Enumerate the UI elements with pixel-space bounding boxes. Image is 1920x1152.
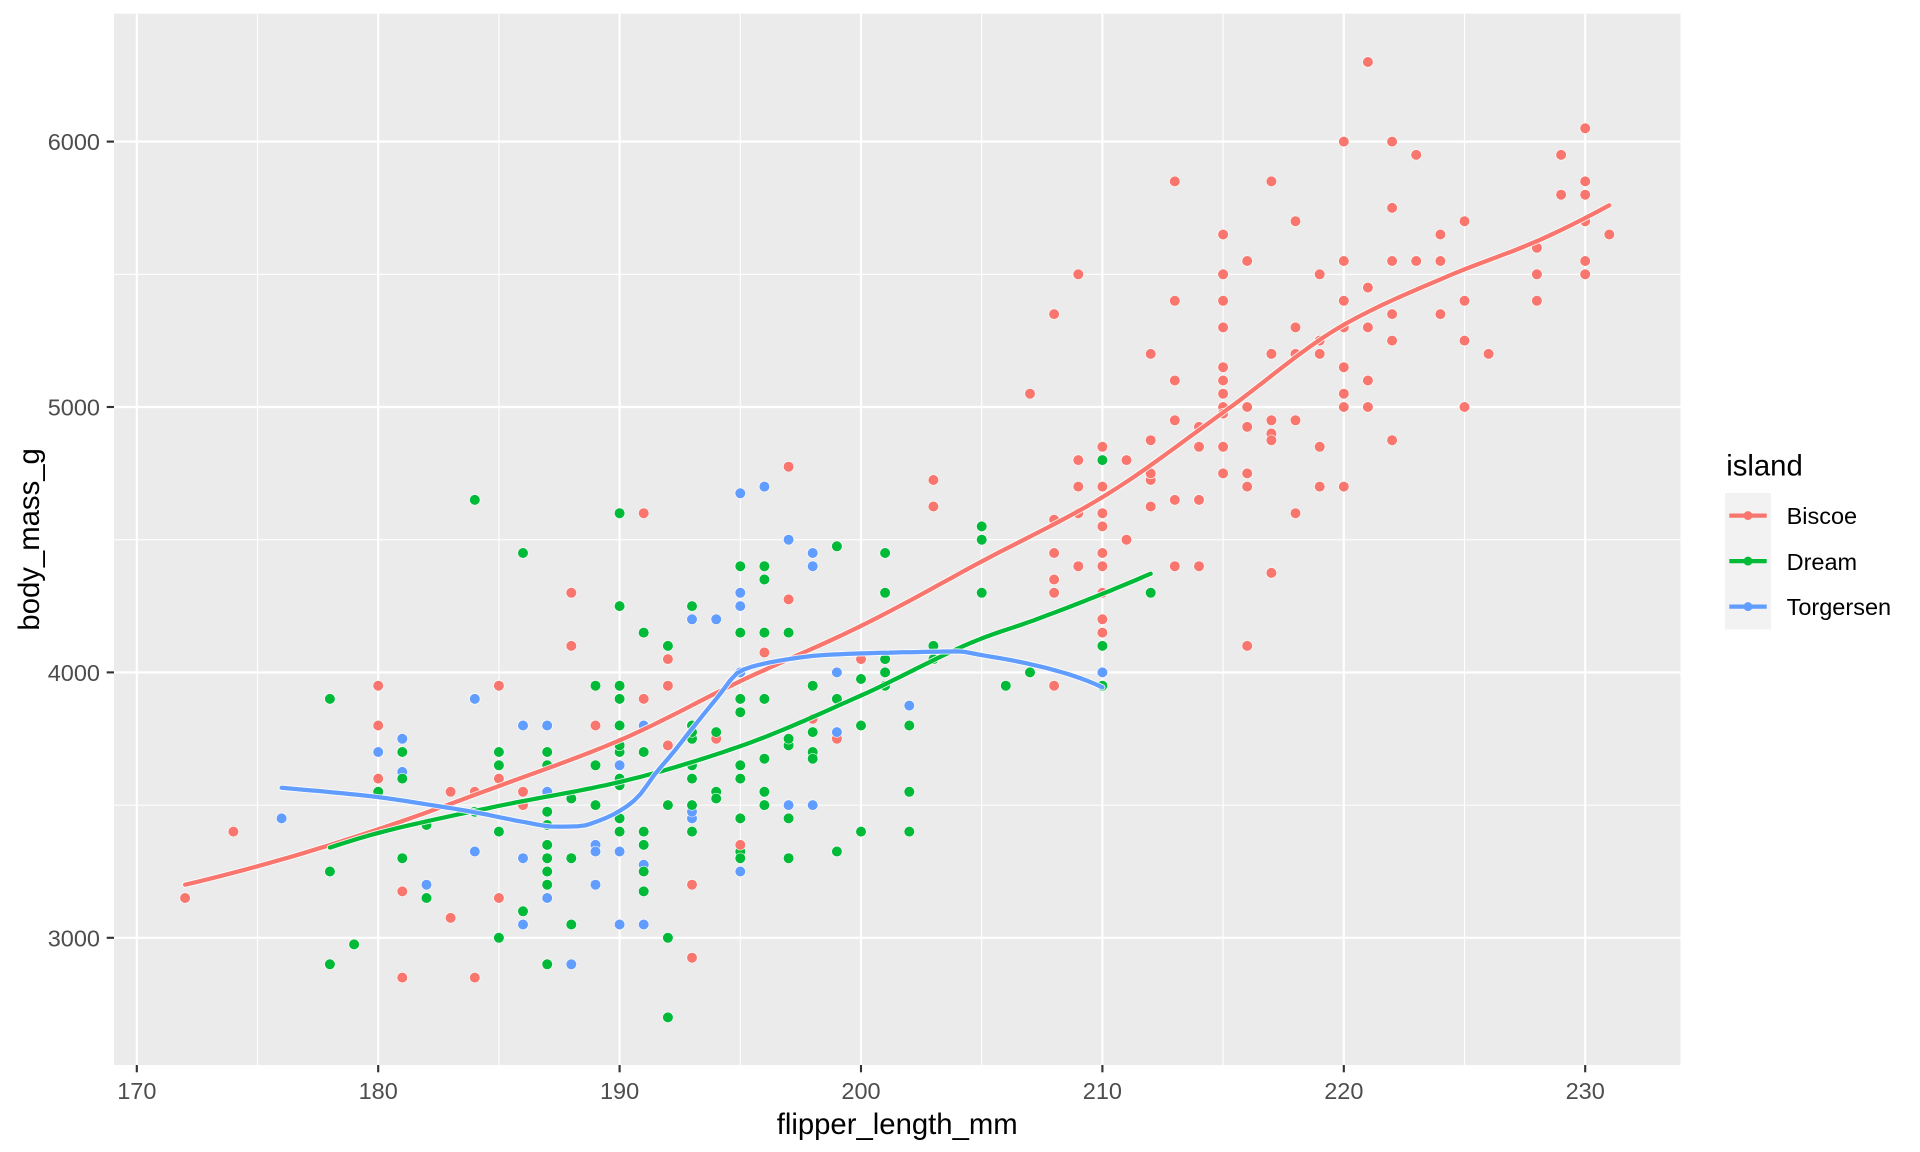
- svg-text:5000: 5000: [48, 395, 100, 421]
- svg-text:180: 180: [359, 1078, 398, 1104]
- svg-text:6000: 6000: [48, 129, 100, 155]
- svg-text:body_mass_g: body_mass_g: [13, 448, 46, 630]
- svg-text:island: island: [1726, 449, 1803, 482]
- svg-text:flipper_length_mm: flipper_length_mm: [777, 1108, 1018, 1141]
- svg-text:220: 220: [1324, 1078, 1363, 1104]
- svg-text:Dream: Dream: [1787, 549, 1858, 575]
- svg-text:210: 210: [1083, 1078, 1122, 1104]
- svg-text:3000: 3000: [48, 925, 100, 951]
- svg-text:Torgersen: Torgersen: [1787, 594, 1892, 620]
- svg-text:200: 200: [841, 1078, 880, 1104]
- svg-text:230: 230: [1566, 1078, 1605, 1104]
- svg-text:Biscoe: Biscoe: [1787, 503, 1858, 529]
- svg-text:170: 170: [117, 1078, 156, 1104]
- svg-text:4000: 4000: [48, 660, 100, 686]
- svg-text:190: 190: [600, 1078, 639, 1104]
